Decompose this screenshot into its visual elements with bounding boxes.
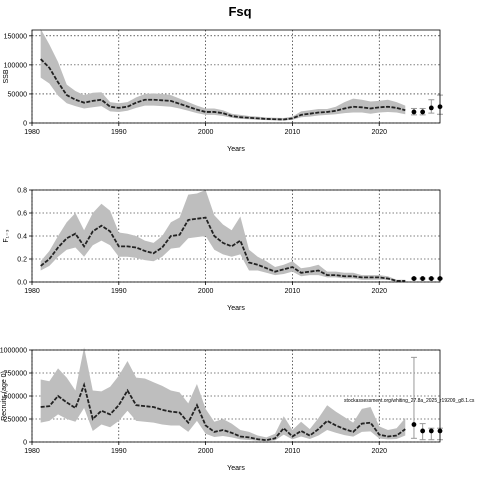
y-tick-label: 0.2 [17, 257, 27, 264]
y-tick-label: 500000 [4, 394, 27, 401]
y-tick-label: 0 [23, 440, 27, 447]
estimate-line [40, 381, 406, 442]
x-tick-label: 2010 [285, 448, 301, 455]
estimate-line [40, 216, 406, 282]
projection-point [420, 109, 426, 115]
projection-point [420, 428, 426, 434]
y-tick-label: 0 [23, 121, 27, 128]
confidence-band [40, 28, 406, 121]
x-axis-label: Years [227, 146, 245, 153]
figure-title: Fsq [228, 4, 251, 19]
projection-point [411, 109, 417, 115]
y-tick-label: 0.8 [17, 188, 27, 195]
x-tick-label: 2010 [285, 129, 301, 136]
y-axis-label: F₁₋₃ [3, 229, 10, 242]
x-tick-label: 1980 [24, 448, 40, 455]
confidence-band [40, 347, 406, 442]
projection-point [411, 276, 417, 281]
y-tick-label: 50000 [8, 91, 28, 98]
source-annotation: stockassessment.org/whiting_27.8a_2025_r… [344, 398, 475, 404]
y-tick-label: 0.6 [17, 211, 27, 218]
x-tick-label: 2010 [285, 288, 301, 295]
projection-point [428, 276, 434, 281]
y-tick-label: 1000000 [0, 348, 27, 355]
projection-point [420, 276, 426, 281]
x-tick-label: 2000 [198, 288, 214, 295]
x-tick-label: 2000 [198, 448, 214, 455]
x-tick-label: 2020 [371, 288, 387, 295]
x-axis-label: Years [227, 305, 245, 312]
projection-point [428, 428, 434, 434]
x-tick-label: 1980 [24, 129, 40, 136]
x-axis-label: Years [227, 465, 245, 472]
fishing-mortality-panel: 1980 1990 2000 2010 2020 0.0 0.2 0.4 0.6 0.8 Years… [3, 188, 443, 312]
x-tick-label: 2020 [371, 448, 387, 455]
projection-point [428, 105, 434, 111]
x-tick-label: 1990 [111, 129, 127, 136]
y-tick-label: 0.4 [17, 234, 27, 241]
y-tick-label: 750000 [4, 371, 27, 378]
projection-point [411, 422, 417, 427]
x-tick-label: 1990 [111, 448, 127, 455]
x-tick-label: 1990 [111, 288, 127, 295]
x-tick-label: 2020 [371, 129, 387, 136]
ssb-panel: 1980 1990 2000 2010 2020 0 50000 100000 150000 Ye… [3, 28, 443, 153]
y-tick-label: 150000 [4, 33, 27, 40]
x-tick-label: 1980 [24, 288, 40, 295]
y-tick-label: 100000 [4, 62, 27, 69]
confidence-band [40, 190, 406, 282]
plot-frame [31, 29, 441, 124]
y-axis-label: Recruits (age 0) [1, 371, 8, 421]
y-axis-label: SSB [3, 69, 10, 83]
y-tick-label: 250000 [4, 417, 27, 424]
recruitment-panel: 1980 1990 2000 2010 2020 0 250000 500000 750000 1… [0, 347, 475, 472]
estimate-line [40, 58, 406, 121]
x-tick-label: 2000 [198, 129, 214, 136]
y-tick-label: 0.0 [17, 280, 27, 287]
